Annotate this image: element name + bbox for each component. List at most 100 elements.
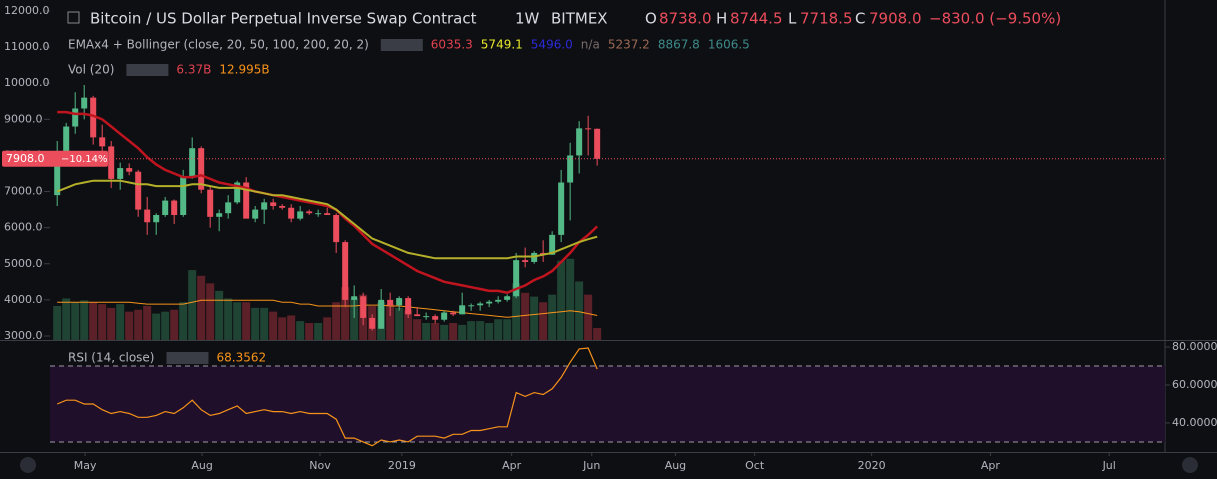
y-tick-label: 11000.0: [4, 40, 50, 53]
volume-bar: [530, 296, 539, 340]
candle-body: [450, 312, 457, 315]
timezone-button[interactable]: [20, 457, 36, 473]
open-value: 8738.0: [659, 10, 712, 28]
volume-bar: [170, 309, 179, 340]
indicator-value: 5749.1: [481, 38, 523, 52]
volume-bar: [62, 298, 71, 340]
volume-bar: [53, 306, 62, 340]
volume-bar: [323, 317, 332, 340]
volume-bar: [548, 294, 557, 340]
candle-body: [549, 234, 556, 255]
last-change-label: −10.14%: [61, 154, 108, 165]
candle-body: [72, 108, 79, 127]
volume-bar: [539, 302, 548, 340]
volume-bar: [80, 300, 89, 340]
volume-bar: [251, 307, 260, 340]
candle-body: [153, 215, 160, 223]
candle-body: [567, 155, 574, 183]
close-label: C: [855, 10, 865, 28]
volume-bar: [521, 292, 530, 340]
candle-body: [261, 202, 268, 210]
indicator-value: 5496.0: [531, 38, 573, 52]
indicator-value: 6.37B: [176, 63, 211, 77]
y-tick-label: 40.0000: [1172, 416, 1217, 429]
candle-body: [468, 305, 475, 307]
scale-button[interactable]: [1182, 457, 1198, 473]
volume-bar: [161, 311, 170, 340]
candle-body: [171, 200, 178, 216]
candle-body: [369, 317, 376, 329]
candle-body: [333, 215, 340, 243]
volume-bar: [566, 258, 575, 340]
volume-bar: [422, 323, 431, 340]
high-label: H: [716, 10, 727, 28]
volume-bar: [503, 319, 512, 340]
candle-body: [90, 97, 97, 138]
candle-body: [63, 126, 70, 156]
volume-bar: [224, 298, 233, 340]
indicator-value: 1606.5: [708, 38, 750, 52]
y-tick-label: 60.0000: [1172, 378, 1217, 391]
candle-body: [108, 146, 115, 179]
last-price-box: [2, 150, 108, 167]
candle-body: [81, 97, 88, 109]
volume-bar: [458, 324, 467, 340]
candle-body: [324, 213, 331, 216]
candle-body: [315, 213, 322, 215]
candle-body: [306, 211, 313, 214]
volume-bar: [71, 302, 80, 340]
candle-body: [288, 207, 295, 219]
candle-body: [54, 155, 61, 196]
volume-bar: [125, 311, 134, 340]
collapse-icon[interactable]: [67, 11, 80, 24]
candle-body: [432, 316, 439, 320]
volume-bar: [296, 321, 305, 340]
volume-bar: [404, 309, 413, 340]
volume-bar: [332, 302, 341, 340]
y-tick-label: 9000.0: [4, 112, 43, 125]
indicator-controls: [166, 352, 209, 364]
candle-body: [522, 260, 529, 262]
candle-body: [279, 205, 286, 208]
candle-body: [297, 211, 304, 219]
y-tick-label: 4000.0: [4, 293, 43, 306]
x-tick-label: Jun: [582, 459, 600, 472]
candle-body: [378, 299, 385, 329]
volume-bar: [512, 283, 521, 340]
volume-bar: [107, 307, 116, 340]
volume-bar: [431, 323, 440, 340]
volume-bar: [134, 309, 143, 340]
volume-bar: [260, 307, 269, 340]
volume-bar: [557, 260, 566, 340]
indicator-value: 5237.2: [608, 38, 650, 52]
candle-body: [252, 209, 259, 219]
candle-body: [117, 168, 124, 179]
candle-body: [351, 296, 358, 300]
candle-body: [414, 314, 421, 317]
x-tick-label: 2019: [388, 459, 416, 472]
volume-bar: [215, 290, 224, 340]
ema-line: [57, 110, 599, 294]
x-tick-label: May: [74, 459, 97, 472]
change-value: −830.0 (−9.50%): [929, 10, 1061, 28]
volume-bar: [476, 321, 485, 340]
x-tick-label: 2020: [858, 459, 886, 472]
low-value: 7718.5: [800, 10, 853, 28]
close-value: 7908.0: [869, 10, 922, 28]
x-tick-label: Aug: [191, 459, 212, 472]
volume-bar: [395, 307, 404, 340]
volume-bar: [350, 298, 359, 340]
volume-bar: [143, 306, 152, 340]
y-tick-label: 5000.0: [4, 257, 43, 270]
candle-body: [387, 299, 394, 306]
candle-body: [459, 305, 466, 315]
indicator-value: 68.3562: [216, 351, 266, 365]
high-value: 8744.5: [730, 10, 783, 28]
candle-body: [513, 260, 520, 297]
candle-body: [144, 209, 151, 223]
candle-body: [486, 301, 493, 304]
candle-body: [189, 148, 196, 178]
candle-body: [234, 182, 241, 203]
candle-body: [594, 128, 601, 159]
